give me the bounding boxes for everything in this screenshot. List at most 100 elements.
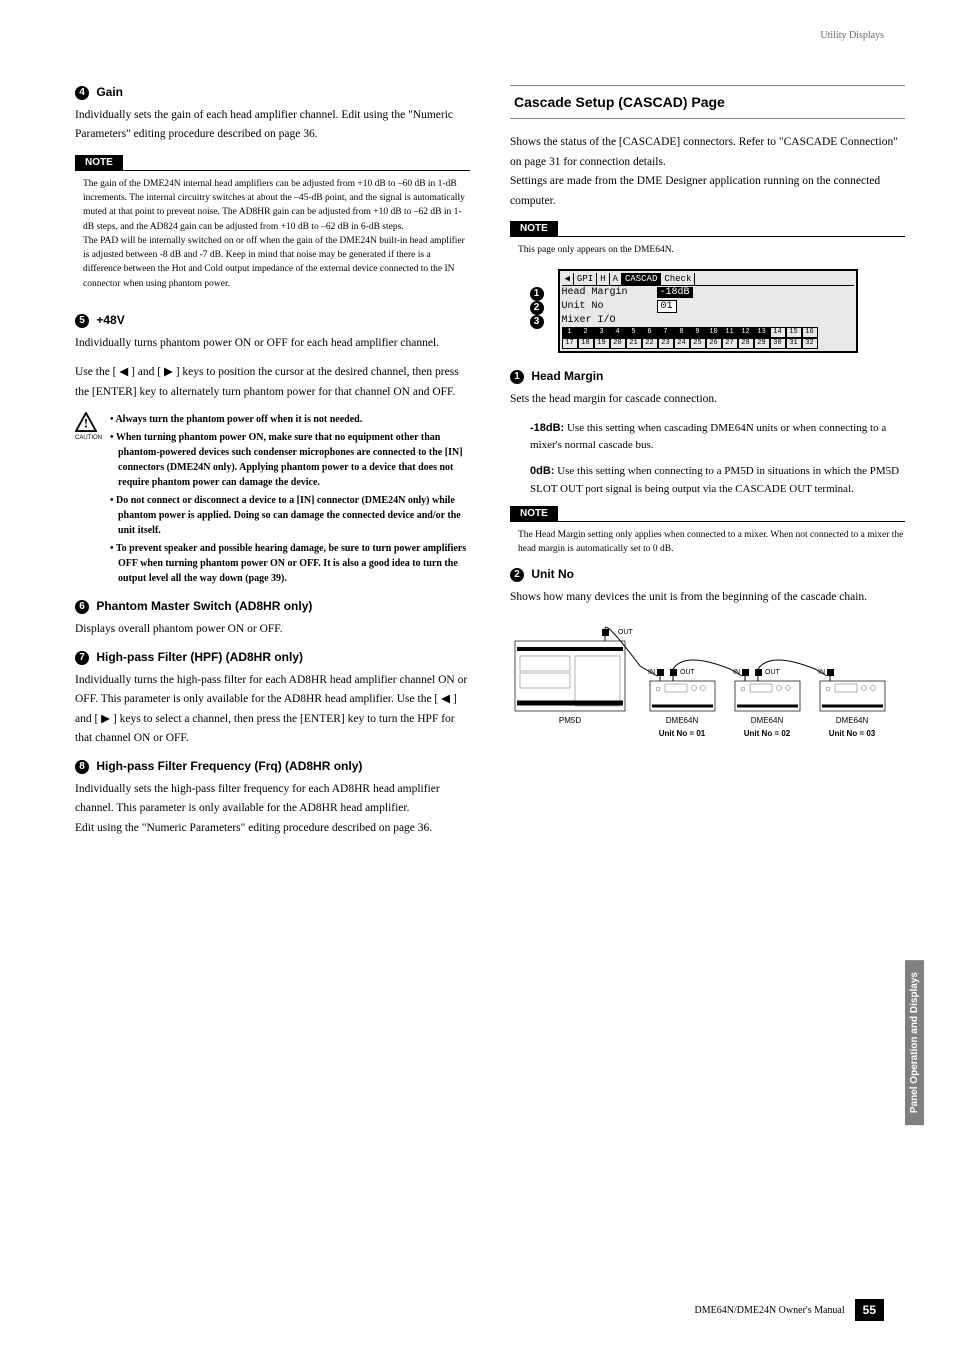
svg-text:OUT: OUT	[680, 669, 696, 676]
lcd-grid-cell: 25	[690, 338, 706, 349]
lcd-grid-cell: 10	[706, 327, 722, 338]
lcd-grid-cell: 11	[722, 327, 738, 338]
head-margin-def2: 0dB: Use this setting when connecting to…	[510, 463, 905, 498]
svg-text:DME64N: DME64N	[666, 716, 699, 725]
lcd-grid-cell: 9	[690, 327, 706, 338]
cascade-intro: Shows the status of the [CASCADE] connec…	[510, 133, 905, 211]
num-circle-2: 2	[510, 568, 524, 582]
lcd-grid-cell: 18	[578, 338, 594, 349]
svg-text:IN: IN	[733, 669, 740, 676]
lcd-grid-cell: 21	[626, 338, 642, 349]
lcd-grid-cell: 29	[754, 338, 770, 349]
svg-text:IN: IN	[648, 669, 655, 676]
def2-label: 0dB:	[530, 465, 554, 477]
note-label: NOTE	[510, 221, 558, 236]
lcd-grid-cell: 23	[658, 338, 674, 349]
svg-text:OUT: OUT	[618, 629, 634, 636]
lcd-row-unit-no: Unit No 01	[562, 299, 854, 314]
caution-item: When turning phantom power ON, make sure…	[110, 430, 470, 490]
lcd-mixer-io-label: Mixer I/O	[562, 315, 616, 326]
lcd-grid-cell: 13	[754, 327, 770, 338]
lcd-grid-cell: 5	[626, 327, 642, 338]
note-label: NOTE	[75, 155, 123, 170]
section-title: Cascade Setup (CASCAD) Page	[514, 94, 901, 110]
48v-body2: Use the [ ◀ ] and [ ▶ ] keys to position…	[75, 363, 470, 402]
left-column: 4 Gain Individually sets the gain of eac…	[75, 85, 470, 848]
heading-gain: 4 Gain	[75, 85, 470, 100]
lcd-grid-cell: 4	[610, 327, 626, 338]
lcd-unit-no-value: 01	[657, 300, 677, 313]
heading-unit-no: 2 Unit No	[510, 567, 905, 582]
lcd-row-mixer-io: Mixer I/O	[562, 314, 854, 327]
hpf-body: Individually turns the high-pass filter …	[75, 671, 470, 749]
lcd-grid-cell: 12	[738, 327, 754, 338]
lcd-grid-cell: 1	[562, 327, 578, 338]
right-column: Cascade Setup (CASCAD) Page Shows the st…	[510, 85, 905, 848]
heading-hpf-label: High-pass Filter (HPF) (AD8HR only)	[96, 650, 303, 664]
num-circle-7: 7	[75, 651, 89, 665]
lcd-grid-cell: 19	[594, 338, 610, 349]
heading-head-margin: 1 Head Margin	[510, 369, 905, 384]
caution-icon: ! CAUTION	[75, 412, 102, 441]
lcd-unit-no-label: Unit No	[562, 301, 657, 312]
note-bar-head-margin: NOTE	[510, 506, 905, 522]
heading-hpf: 7 High-pass Filter (HPF) (AD8HR only)	[75, 650, 470, 665]
gain-body: Individually sets the gain of each head …	[75, 106, 470, 145]
section-title-box: Cascade Setup (CASCAD) Page	[510, 85, 905, 119]
lcd-grid-cell: 2	[578, 327, 594, 338]
lcd-grid-cell: 3	[594, 327, 610, 338]
def2-text: Use this setting when connecting to a PM…	[530, 465, 899, 495]
num-circle-8: 8	[75, 760, 89, 774]
note-bar-gain: NOTE	[75, 155, 470, 171]
lcd-grid-cell: 30	[770, 338, 786, 349]
cascade-diagram: PM5D OUT DME64N Unit No = 01 IN O	[510, 621, 905, 751]
lcd-tab: H	[597, 273, 609, 285]
cascade-note: This page only appears on the DME64N.	[510, 243, 905, 257]
lcd-grid-cell: 15	[786, 327, 802, 338]
lcd-tab: GPI	[574, 273, 597, 285]
heading-phantom-master-label: Phantom Master Switch (AD8HR only)	[96, 599, 312, 613]
lcd-grid-cell: 6	[642, 327, 658, 338]
lcd-pointer-1: 1	[530, 287, 544, 301]
heading-48v: 5 +48V	[75, 313, 470, 328]
lcd-grid-cell: 22	[642, 338, 658, 349]
num-circle-6: 6	[75, 600, 89, 614]
num-circle-4: 4	[75, 86, 89, 100]
lcd-head-margin-label: Head Margin	[562, 287, 657, 298]
svg-text:Unit No = 02: Unit No = 02	[744, 729, 791, 738]
gain-note: The gain of the DME24N internal head amp…	[75, 177, 470, 291]
num-circle-5: 5	[75, 314, 89, 328]
footer-pagenum: 55	[855, 1299, 884, 1321]
lcd-tabs: ◀ GPI H A CASCAD Check	[562, 273, 854, 286]
phantom-master-body: Displays overall phantom power ON or OFF…	[75, 620, 470, 640]
heading-head-margin-label: Head Margin	[531, 369, 603, 383]
heading-phantom-master: 6 Phantom Master Switch (AD8HR only)	[75, 599, 470, 614]
head-margin-def1: -18dB: Use this setting when cascading D…	[510, 420, 905, 455]
lcd-grid-cell: 27	[722, 338, 738, 349]
lcd-pointer-3: 3	[530, 315, 544, 329]
heading-48v-label: +48V	[96, 313, 124, 327]
lcd-grid-cell: 31	[786, 338, 802, 349]
caution-block: ! CAUTION Always turn the phantom power …	[75, 412, 470, 589]
lcd-grid-cell: 28	[738, 338, 754, 349]
svg-text:Unit No = 03: Unit No = 03	[829, 729, 876, 738]
lcd-tab-prev-icon: ◀	[562, 273, 574, 285]
caution-item: Do not connect or disconnect a device to…	[110, 493, 470, 538]
svg-text:OUT: OUT	[765, 669, 781, 676]
heading-hpf-freq: 8 High-pass Filter Frequency (Frq) (AD8H…	[75, 759, 470, 774]
lcd-grid-bottom: 17181920212223242526272829303132	[562, 338, 854, 349]
lcd-grid-cell: 24	[674, 338, 690, 349]
breadcrumb: Utility Displays	[820, 30, 884, 41]
svg-text:IN: IN	[818, 669, 825, 676]
lcd-grid-cell: 17	[562, 338, 578, 349]
def1-text: Use this setting when cascading DME64N u…	[530, 422, 886, 452]
caution-label: CAUTION	[75, 435, 102, 441]
hpf-freq-body: Individually sets the high-pass filter f…	[75, 780, 470, 839]
caution-item: Always turn the phantom power off when i…	[110, 412, 470, 427]
lcd-grid-top: 12345678910111213141516	[562, 327, 854, 338]
heading-unit-no-label: Unit No	[531, 567, 574, 581]
unit-no-body: Shows how many devices the unit is from …	[510, 588, 905, 608]
caution-item: To prevent speaker and possible hearing …	[110, 541, 470, 586]
lcd-screenshot: 1 2 3 ◀ GPI H A CASCAD Check Head Margin…	[558, 269, 858, 353]
lcd-tab: Check	[661, 273, 695, 285]
